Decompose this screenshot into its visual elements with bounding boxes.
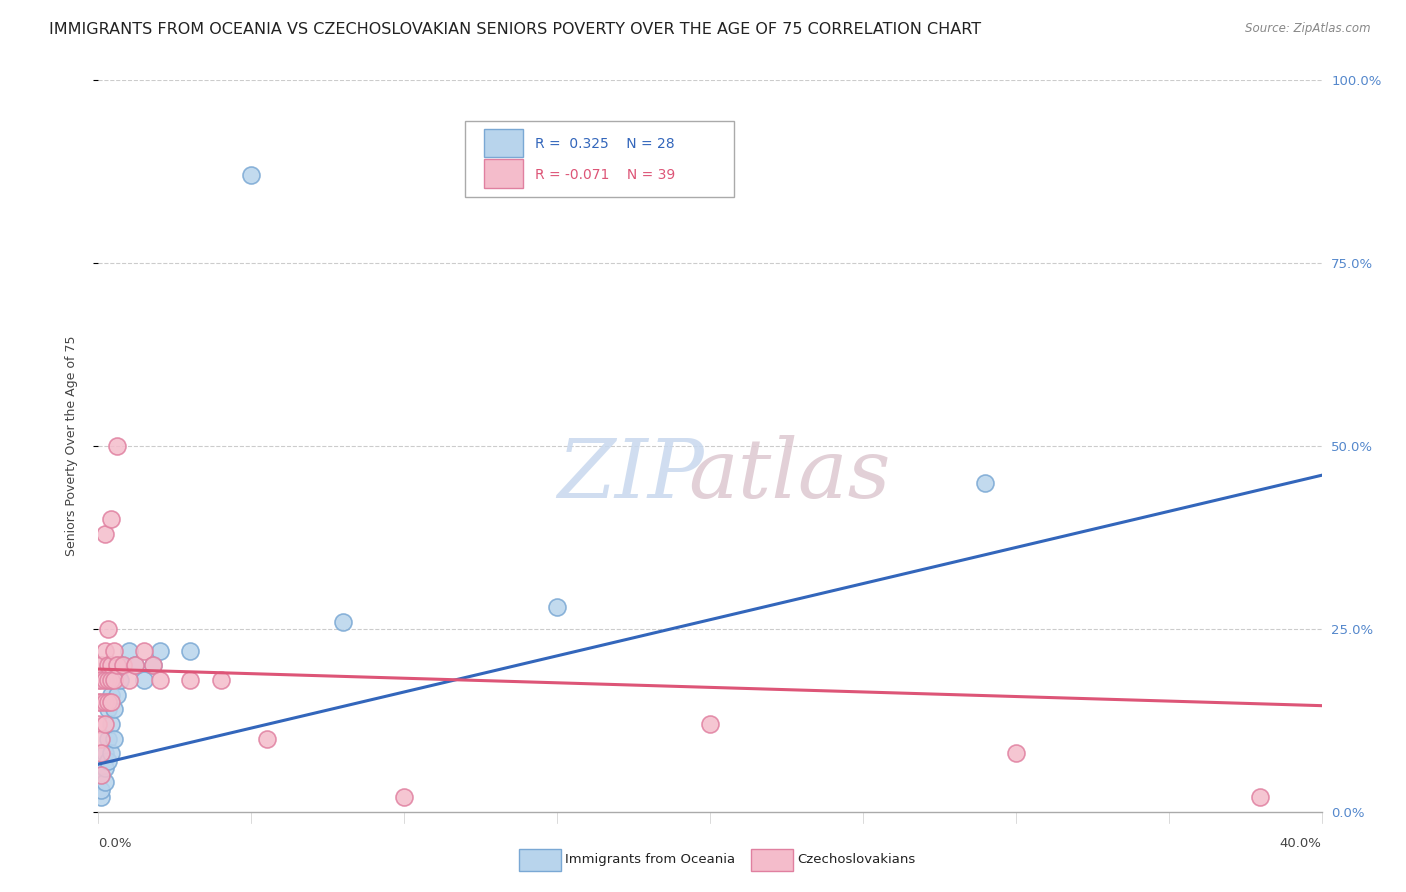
Point xyxy=(90,658,112,673)
Point xyxy=(103,731,125,746)
Point xyxy=(1004,746,1026,760)
Point xyxy=(97,673,120,687)
Point xyxy=(699,717,721,731)
Point xyxy=(103,644,125,658)
Point xyxy=(93,526,115,541)
Point xyxy=(90,746,112,760)
Point xyxy=(105,658,128,673)
Point xyxy=(97,702,120,716)
Point xyxy=(134,673,156,687)
Point xyxy=(179,644,201,658)
Point xyxy=(103,673,125,687)
Point xyxy=(105,439,128,453)
Point xyxy=(90,695,112,709)
Text: Immigrants from Oceania: Immigrants from Oceania xyxy=(565,854,735,866)
Point xyxy=(93,644,115,658)
Point xyxy=(118,673,141,687)
Point xyxy=(90,768,112,782)
Point xyxy=(100,717,122,731)
Point xyxy=(546,599,568,614)
Point xyxy=(240,169,263,183)
Point xyxy=(90,673,112,687)
Text: Czechoslovakians: Czechoslovakians xyxy=(797,854,915,866)
Point xyxy=(90,768,112,782)
Point xyxy=(90,790,112,805)
Point xyxy=(87,695,110,709)
Point xyxy=(332,615,354,629)
FancyBboxPatch shape xyxy=(484,160,523,188)
Point xyxy=(93,717,115,731)
Point xyxy=(118,644,141,658)
Point xyxy=(93,746,115,760)
Text: atlas: atlas xyxy=(689,435,891,516)
Point xyxy=(149,644,172,658)
Point xyxy=(974,475,997,490)
Point xyxy=(93,673,115,687)
Y-axis label: Seniors Poverty Over the Age of 75: Seniors Poverty Over the Age of 75 xyxy=(65,335,77,557)
Point xyxy=(105,688,128,702)
Point xyxy=(256,731,278,746)
FancyBboxPatch shape xyxy=(484,128,523,157)
Point xyxy=(108,673,131,687)
Point xyxy=(100,746,122,760)
Point xyxy=(179,673,201,687)
Point xyxy=(103,702,125,716)
Point xyxy=(149,673,172,687)
Point xyxy=(87,717,110,731)
Point xyxy=(100,695,122,709)
Point xyxy=(124,658,146,673)
Point xyxy=(97,622,120,636)
Point xyxy=(97,695,120,709)
Point xyxy=(93,695,115,709)
FancyBboxPatch shape xyxy=(465,120,734,197)
Point xyxy=(142,658,165,673)
Point xyxy=(90,731,112,746)
Point xyxy=(90,782,112,797)
Text: ZIP: ZIP xyxy=(557,435,704,516)
Text: IMMIGRANTS FROM OCEANIA VS CZECHOSLOVAKIAN SENIORS POVERTY OVER THE AGE OF 75 CO: IMMIGRANTS FROM OCEANIA VS CZECHOSLOVAKI… xyxy=(49,22,981,37)
Point xyxy=(1249,790,1271,805)
Text: Source: ZipAtlas.com: Source: ZipAtlas.com xyxy=(1246,22,1371,36)
Text: 40.0%: 40.0% xyxy=(1279,838,1322,850)
Point xyxy=(100,688,122,702)
Text: R = -0.071    N = 39: R = -0.071 N = 39 xyxy=(536,168,675,182)
Point xyxy=(100,512,122,526)
Point xyxy=(97,658,120,673)
Point xyxy=(105,658,128,673)
Point xyxy=(124,658,146,673)
Point xyxy=(87,673,110,687)
Text: 0.0%: 0.0% xyxy=(98,838,132,850)
Point xyxy=(97,731,120,746)
Point xyxy=(392,790,416,805)
Point xyxy=(134,644,156,658)
Point xyxy=(142,658,165,673)
Point xyxy=(93,775,115,789)
Point xyxy=(100,673,122,687)
Point xyxy=(97,754,120,768)
Text: R =  0.325    N = 28: R = 0.325 N = 28 xyxy=(536,136,675,151)
Point xyxy=(93,761,115,775)
Point xyxy=(111,658,134,673)
Point xyxy=(100,658,122,673)
Point xyxy=(209,673,232,687)
Point xyxy=(111,658,134,673)
